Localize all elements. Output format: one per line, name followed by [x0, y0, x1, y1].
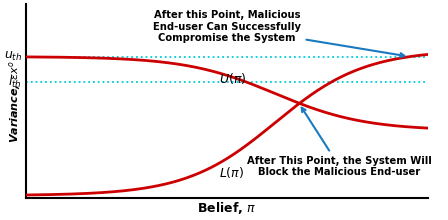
Text: $u_{th}$: $u_{th}$ — [4, 50, 22, 63]
Text: $U(\pi)$: $U(\pi)$ — [219, 72, 246, 86]
Y-axis label: Variance, $\varepsilon x^{o}$: Variance, $\varepsilon x^{o}$ — [7, 60, 23, 143]
X-axis label: Belief, $\pi$: Belief, $\pi$ — [197, 200, 257, 216]
Text: After This Point, the System Will
Block the Malicious End-user: After This Point, the System Will Block … — [247, 108, 432, 177]
Text: After this Point, Malicious
End-user Can Successfully
Compromise the System: After this Point, Malicious End-user Can… — [153, 10, 404, 57]
Text: $l_{th}$: $l_{th}$ — [8, 74, 22, 90]
Text: $L(\pi)$: $L(\pi)$ — [219, 165, 244, 180]
